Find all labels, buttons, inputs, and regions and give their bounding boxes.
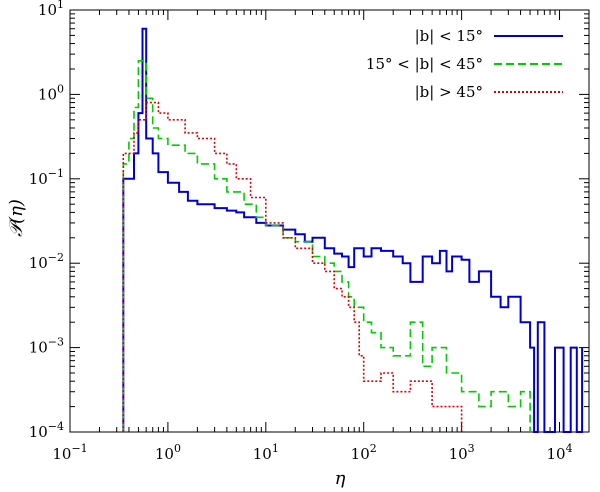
legend-label: |b| < 15° (415, 27, 483, 45)
y-tick-label: 101 (38, 0, 64, 19)
legend-item: |b| > 45° (415, 83, 563, 101)
x-tick-label: 102 (351, 442, 377, 463)
y-tick-label: 10−2 (29, 251, 64, 272)
y-tick-label: 10−3 (29, 336, 64, 357)
y-axis-label: 𝒫(η) (6, 199, 27, 237)
axis-ticks (69, 9, 590, 433)
series-line (122, 101, 463, 432)
legend-label: |b| > 45° (415, 83, 483, 101)
series-line (122, 60, 531, 432)
x-tick-label: 100 (155, 442, 181, 463)
x-axis-label: η (335, 468, 346, 489)
legend-item: |b| < 15° (415, 27, 563, 45)
x-tick-label: 101 (253, 442, 279, 463)
y-tick-label: 100 (38, 82, 64, 103)
y-tick-label: 10−1 (29, 167, 64, 188)
plot-frame (69, 9, 590, 433)
x-tick-label: 103 (449, 442, 475, 463)
legend-item: 15° < |b| < 45° (366, 55, 563, 73)
series-line (122, 27, 584, 433)
x-tick-label: 10−1 (52, 442, 87, 463)
legend: |b| < 15° 15° < |b| < 45° |b| > 45° (366, 27, 563, 101)
y-tick-label: 10−4 (29, 420, 64, 441)
axis-tick-labels: 10−1 100 101 102 103 104 10−4 10−3 10−2 10−1 100 10… (29, 0, 573, 463)
series-layer (122, 27, 584, 433)
x-tick-label: 104 (546, 442, 572, 463)
legend-label: 15° < |b| < 45° (366, 55, 483, 73)
